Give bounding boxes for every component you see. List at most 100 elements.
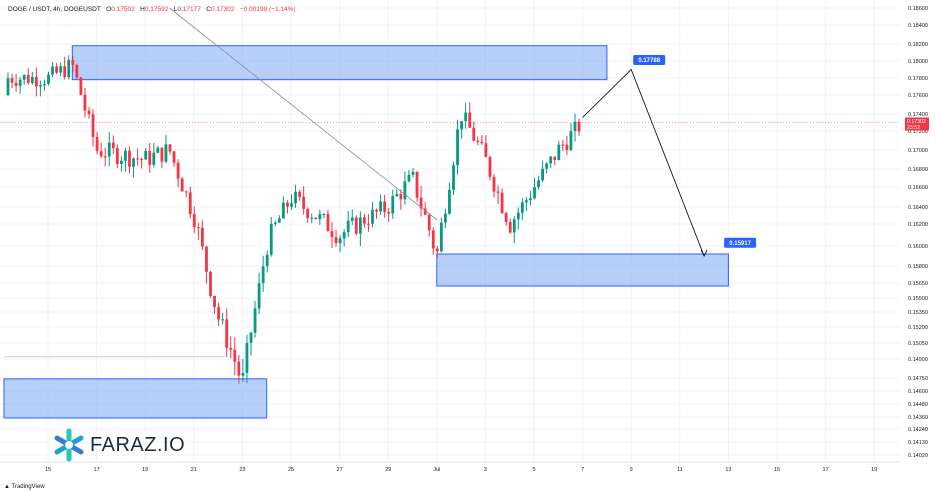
candle-body xyxy=(541,168,544,181)
candle-body xyxy=(91,114,95,137)
snowflake-star-icon xyxy=(54,428,84,462)
candle-body xyxy=(95,136,99,152)
candle-body xyxy=(103,156,107,158)
candle-body xyxy=(188,192,192,215)
candle-body xyxy=(196,227,200,229)
candle-body xyxy=(480,141,484,144)
candle-body xyxy=(115,148,119,165)
candle-body xyxy=(330,231,334,238)
candle-body xyxy=(338,238,342,244)
y-tick-label: 0.16800 xyxy=(908,167,928,173)
zones xyxy=(3,45,729,419)
close-label: C xyxy=(206,6,211,13)
candle-body xyxy=(452,165,455,190)
candle-body xyxy=(241,372,245,376)
candle-body xyxy=(302,196,306,209)
x-tick-label: 27 xyxy=(337,467,343,473)
y-tick-label: 0.15350 xyxy=(908,310,928,316)
x-tick-label: 5 xyxy=(532,467,535,473)
candle-body xyxy=(75,64,79,78)
candle-body xyxy=(488,157,492,177)
candle-body xyxy=(379,201,382,212)
y-tick-label: 0.14600 xyxy=(908,389,928,395)
candle-body xyxy=(18,79,22,86)
y-tick-label: 0.14480 xyxy=(908,402,928,408)
low-value: 0.17177 xyxy=(177,6,201,13)
candle-body xyxy=(549,156,553,164)
symbol-label[interactable]: DOGE / USDT, 4h, DOGEUSDT xyxy=(8,6,101,13)
candle-body xyxy=(225,319,229,348)
candle-body xyxy=(192,214,196,228)
x-axis[interactable]: 15 17 19 21 23 25 27 29 Jul 3 5 7 9 11 13 15 17 19 xyxy=(0,461,900,473)
downtrend-line xyxy=(169,7,438,221)
candle-body xyxy=(269,223,273,255)
close-value: 0.17302 xyxy=(211,6,235,13)
candle-body xyxy=(79,77,83,95)
price-label-badge xyxy=(633,55,666,65)
candle-body xyxy=(504,213,508,222)
candle-body xyxy=(136,158,139,160)
candle-body xyxy=(326,214,330,232)
candle-body xyxy=(51,66,54,75)
candle-body xyxy=(472,127,476,141)
candle-body xyxy=(419,197,423,209)
x-tick-label: 19 xyxy=(142,467,148,473)
trend-lines xyxy=(0,7,900,358)
x-tick-label: 3 xyxy=(484,467,487,473)
candle-body xyxy=(132,158,135,167)
x-tick-label: 7 xyxy=(581,467,584,473)
candle-body xyxy=(496,191,500,193)
candle-body xyxy=(516,212,520,220)
x-tick-label: 19 xyxy=(871,467,877,473)
x-tick-label: 21 xyxy=(191,467,197,473)
price-label-text: 0.17788 xyxy=(638,58,660,64)
support-zone xyxy=(436,253,729,287)
candle-body xyxy=(124,150,127,161)
brand-logo-text: FARAZ.IO xyxy=(90,433,186,456)
candle-body xyxy=(411,171,415,175)
low-label: L xyxy=(173,6,178,13)
candle-body xyxy=(444,213,447,223)
candle-body xyxy=(22,75,26,80)
price-badge-value: 0.17302 xyxy=(907,119,926,125)
candle-body xyxy=(561,144,565,146)
y-axis[interactable]: 0.18600 0.18400 0.18200 0.18000 0.17800 0.176… xyxy=(905,6,929,459)
y-tick-label: 0.15500 xyxy=(908,296,928,302)
candle-body xyxy=(10,78,14,83)
open-label: O xyxy=(106,6,112,13)
candle-body xyxy=(334,237,338,244)
candle-body xyxy=(322,214,326,216)
candle-body xyxy=(107,142,111,157)
candle-body xyxy=(537,180,540,188)
candle-body xyxy=(577,121,581,132)
candle-body xyxy=(233,349,237,362)
candle-body xyxy=(209,271,212,296)
candle-body xyxy=(286,202,289,207)
candle-body xyxy=(508,221,512,233)
y-tick-label: 0.18200 xyxy=(908,42,928,48)
price-badge-countdown: 23:52 xyxy=(907,125,920,131)
candle-body xyxy=(67,59,71,78)
candle-body xyxy=(569,130,573,151)
candle-body xyxy=(140,158,144,160)
x-tick-label: 17 xyxy=(94,467,100,473)
x-tick-label: 9 xyxy=(630,467,633,473)
candle-body xyxy=(160,147,164,162)
candle-body xyxy=(391,196,395,214)
projection-arrowhead xyxy=(700,249,708,258)
candle-body xyxy=(533,187,536,199)
candle-body xyxy=(164,144,168,162)
y-tick-label: 0.16400 xyxy=(908,205,928,211)
y-tick-label: 0.16000 xyxy=(908,244,928,250)
candle-body xyxy=(83,94,87,111)
candle-body xyxy=(282,202,285,219)
candle-body xyxy=(512,219,516,233)
candle-body xyxy=(306,208,310,218)
candle-body xyxy=(557,144,561,161)
candle-body xyxy=(99,151,103,157)
price-badge xyxy=(905,117,929,131)
annotations: 0.17788 0.15917 xyxy=(633,55,757,248)
candle-body xyxy=(484,143,488,158)
x-tick-label: 13 xyxy=(725,467,731,473)
